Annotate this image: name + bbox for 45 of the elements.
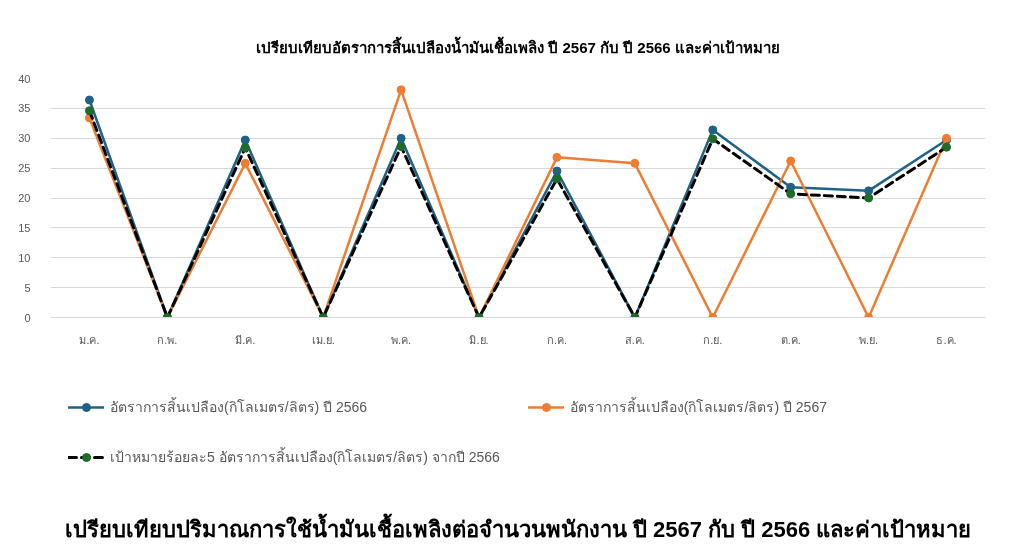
point [84,106,94,116]
x-tick-label: ก.ค. [546,333,568,346]
y-tick-label: 30 [18,132,31,145]
y-tick-label: 5 [24,281,31,294]
point [630,158,640,168]
x-tick-label: ม.ค. [79,333,100,346]
text: เปรียบเทียบปริมาณการใช้น้ำมันเชื้อเพลิงต่อจำนวนพนักงาน ปี 2567 กับ ปี 2566 และค่าเป้าหมาย [64,512,972,542]
point [240,135,250,145]
point [240,143,250,153]
point [942,142,952,152]
point [552,166,562,176]
point [786,189,796,199]
x-tick-label: ส.ค. [624,333,645,346]
x-tick-label: พ.ค. [391,333,412,346]
point [396,85,406,95]
point [708,134,718,144]
y-tick-label: 0 [24,311,31,324]
point [864,193,874,203]
x-tick-label: ก.ย. [703,333,723,346]
point [552,174,562,184]
legend-label: เป้าหมายร้อยละ5 อัตราการสิ้นเปลือง(กิโลเมตร/ลิตร) จากปี 2566 [110,446,500,467]
legend-label: อัตราการสิ้นเปลือง(กิโลเมตร/ลิตร) ปี 2566 [110,396,368,417]
y-tick-label: 35 [18,102,31,115]
point [240,158,250,168]
point [552,152,562,162]
y-tick-label: 10 [18,251,31,264]
x-tick-label: พ.ย. [859,333,879,346]
x-tick-label: ต.ค. [780,333,801,346]
y-tick-label: 20 [18,192,31,204]
point [864,186,874,196]
x-tick-label: มิ.ย. [469,333,489,346]
y-tick-label: 40 [18,72,31,85]
chart-title: เปรียบเทียบอัตราการสิ้นเปลืองน้ำมันเชื้อเพลิง ปี 2567 กับ ปี 2566 และค่าเป้าหมาย [256,35,780,56]
x-tick-label: ก.พ. [157,333,178,346]
point [786,156,796,166]
legend-label: อัตราการสิ้นเปลือง(กิโลเมตร/ลิตร) ปี 2567 [569,396,827,417]
x-tick-label: มี.ค. [235,333,256,346]
y-tick-label: 25 [18,162,31,175]
point [396,142,406,152]
point [708,125,718,135]
x-tick-label: เม.ย. [311,333,335,346]
point [84,95,94,105]
y-tick-label: 15 [18,221,31,234]
x-tick-label: ธ.ค. [936,333,957,346]
point [396,133,406,143]
